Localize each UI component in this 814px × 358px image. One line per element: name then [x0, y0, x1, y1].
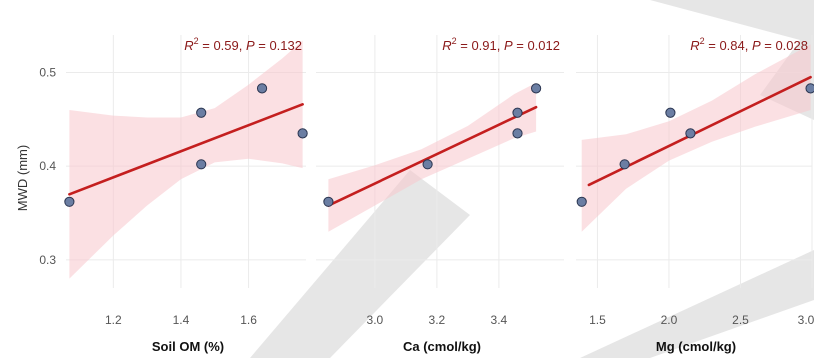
- p0-regression-line: [68, 103, 304, 196]
- p2-point-3: [685, 128, 696, 139]
- p1-stats-annotation: R2 = 0.91, P = 0.012: [442, 36, 560, 53]
- p1-regression-line: [327, 105, 538, 207]
- p1-point-0: [323, 196, 334, 207]
- y-axis-label: MWD (mm): [15, 145, 30, 211]
- p2-point-0: [576, 196, 587, 207]
- p1-point-4: [531, 83, 542, 94]
- p2-stats-annotation: R2 = 0.84, P = 0.028: [690, 36, 808, 53]
- watermark-shape-2: [580, 250, 814, 358]
- panel-mg: 1.5 2.0 2.5 3.0 Mg (cmol/kg) R2 = 0.84, P = 0…: [576, 35, 814, 354]
- p0-point-2: [196, 107, 207, 118]
- p1-xtick-label-1: 3.2: [429, 313, 446, 327]
- p0-point-4: [297, 128, 308, 139]
- p0-stats-annotation: R2 = 0.59, P = 0.132: [184, 36, 302, 53]
- p0-point-0: [64, 196, 75, 207]
- p0-xtick-label-1: 1.4: [173, 313, 190, 327]
- p2-xtick-label-0: 1.5: [589, 313, 606, 327]
- p1-x-axis-label: Ca (cmol/kg): [403, 339, 481, 354]
- p0-xtick-label-2: 1.6: [240, 313, 257, 327]
- p2-xtick-label-3: 3.0: [798, 313, 814, 327]
- p0-confidence-band: [69, 40, 303, 279]
- p0-ytick-label-1: 0.4: [39, 159, 56, 173]
- panel-ca: 3.0 3.2 3.4 Ca (cmol/kg) R2 = 0.91, P = 0.01…: [316, 35, 564, 354]
- p1-point-2: [512, 107, 523, 118]
- panel-soil-om: 1.2 1.4 1.6 0.3 0.4 0.5 Soil OM (%) R2 = 0.59, …: [39, 35, 308, 354]
- p0-xtick-label-0: 1.2: [105, 313, 122, 327]
- p0-x-axis-label: Soil OM (%): [152, 339, 224, 354]
- p1-xtick-label-0: 3.0: [367, 313, 384, 327]
- p2-point-2: [665, 107, 676, 118]
- p2-xtick-label-1: 2.0: [661, 313, 678, 327]
- p1-point-1: [422, 159, 433, 170]
- p0-point-3: [256, 83, 268, 94]
- watermark-shape-1: [250, 170, 470, 358]
- p0-ytick-label-0: 0.3: [39, 253, 56, 267]
- p2-point-4: [805, 83, 814, 94]
- p1-xtick-label-2: 3.4: [491, 313, 508, 327]
- p2-xtick-label-2: 2.5: [732, 313, 749, 327]
- p0-point-1: [196, 159, 207, 170]
- p2-confidence-band: [581, 44, 811, 232]
- p1-point-3: [512, 128, 523, 139]
- p2-regression-line: [587, 75, 812, 187]
- p2-point-1: [619, 159, 630, 170]
- p0-ytick-label-2: 0.5: [39, 65, 56, 79]
- p2-x-axis-label: Mg (cmol/kg): [656, 339, 736, 354]
